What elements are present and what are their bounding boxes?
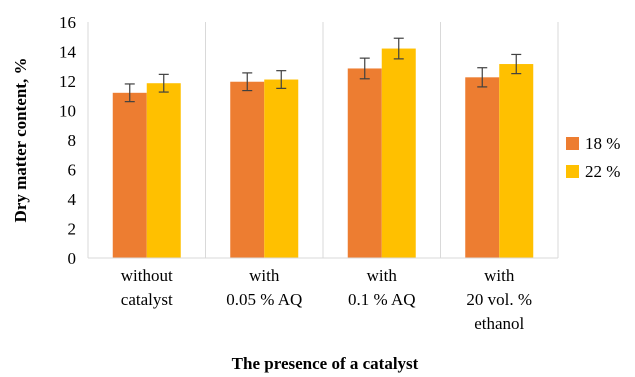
legend-label: 22 % xyxy=(585,162,620,181)
bar xyxy=(264,79,299,259)
y-tick-label: 6 xyxy=(68,161,77,180)
bar xyxy=(112,92,147,258)
x-category-label: 20 vol. % xyxy=(466,290,532,309)
x-category-label: 0.1 % AQ xyxy=(348,290,416,309)
x-axis-title: The presence of a catalyst xyxy=(232,354,419,373)
legend-label: 18 % xyxy=(585,134,620,153)
bar xyxy=(381,48,416,258)
x-category-label: ethanol xyxy=(474,314,524,333)
y-tick-label: 14 xyxy=(59,43,77,62)
x-category-label: catalyst xyxy=(121,290,173,309)
y-tick-label: 12 xyxy=(59,72,76,91)
x-category-label: with xyxy=(367,266,398,285)
y-tick-label: 16 xyxy=(59,13,76,32)
gridlines xyxy=(87,22,559,258)
x-category-label: with xyxy=(249,266,280,285)
y-tick-label: 2 xyxy=(68,220,77,239)
legend: 18 % 22 % xyxy=(566,134,620,181)
bar xyxy=(230,81,265,258)
y-axis-title: Dry matter content, % xyxy=(11,58,30,223)
y-tick-label: 10 xyxy=(59,102,76,121)
bar xyxy=(465,77,500,258)
x-category-label: without xyxy=(121,266,173,285)
x-category-labels: without catalyst with 0.05 % AQ with 0.1 % AQ… xyxy=(121,266,532,333)
error-bars xyxy=(124,37,522,103)
y-tick-label: 0 xyxy=(68,249,77,268)
legend-swatch xyxy=(566,165,579,178)
y-tick-label: 4 xyxy=(68,190,77,209)
bar xyxy=(347,68,382,259)
legend-swatch xyxy=(566,137,579,150)
bar xyxy=(499,64,534,258)
bar xyxy=(146,83,181,259)
x-category-label: 0.05 % AQ xyxy=(226,290,302,309)
y-tick-label: 8 xyxy=(68,131,77,150)
y-tick-labels: 0 2 4 6 8 10 12 14 16 xyxy=(59,13,77,268)
x-category-label: with xyxy=(484,266,515,285)
bars xyxy=(112,48,534,259)
